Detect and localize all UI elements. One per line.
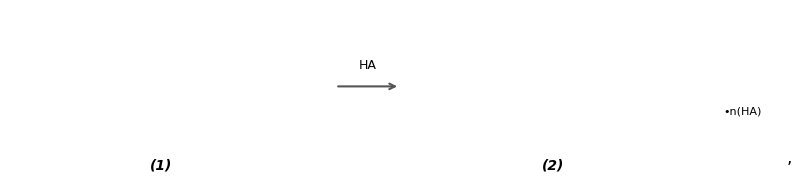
Text: HA: HA [359, 59, 377, 72]
Text: •n(HA): •n(HA) [723, 107, 761, 117]
Text: (1): (1) [150, 159, 173, 173]
Text: ,: , [787, 149, 792, 167]
Text: (2): (2) [542, 159, 565, 173]
